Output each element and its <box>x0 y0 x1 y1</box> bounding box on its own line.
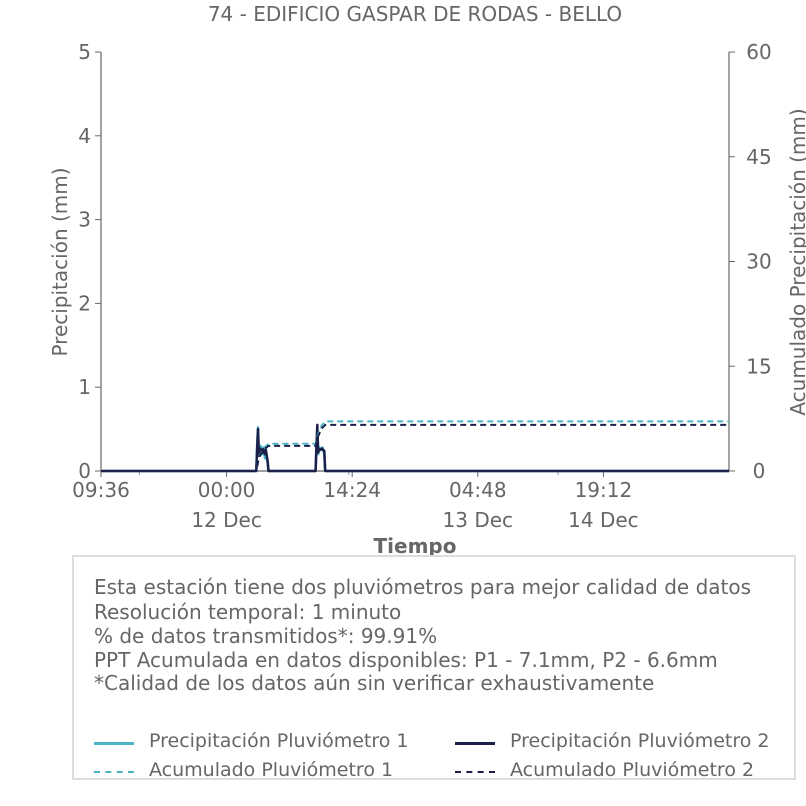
info-line-1: Esta estación tiene dos pluviómetros par… <box>94 575 752 599</box>
x-tick-label: 19:12 <box>575 478 633 502</box>
series-line-4 <box>101 423 729 472</box>
info-line-4: PPT Acumulada en datos disponibles: P1 -… <box>94 648 718 672</box>
y-axis-label: Precipitación (mm) <box>48 167 72 356</box>
series-line-1 <box>101 426 729 473</box>
x-tick-label: 00:00 <box>198 478 256 502</box>
y-right-tick-label: 15 <box>746 354 771 378</box>
y-right-tick-label: 30 <box>746 250 771 274</box>
legend-swatch-dashed-teal <box>94 771 134 773</box>
info-box: Esta estación tiene dos pluviómetros par… <box>72 555 796 781</box>
info-line-3: % de datos transmitidos*: 99.91% <box>94 624 438 648</box>
series-line-3 <box>101 420 729 472</box>
legend-label: Precipitación Pluviómetro 2 <box>510 730 770 752</box>
series-line-2 <box>101 423 729 473</box>
y-tick-label: 0 <box>78 459 91 483</box>
x-tick-label: 09:36 <box>72 478 130 502</box>
x-tick-label: 04:48 <box>449 478 507 502</box>
y-tick-label: 3 <box>78 208 91 232</box>
y-tick-label: 5 <box>78 40 91 64</box>
y-tick-label: 1 <box>78 375 91 399</box>
legend-label: Acumulado Pluviómetro 2 <box>510 759 755 781</box>
chart-title: 74 - EDIFICIO GASPAR DE RODAS - BELLO <box>208 2 622 26</box>
info-line-2: Resolución temporal: 1 minuto <box>94 600 402 624</box>
y-axis-right-label: Acumulado Precipitación (mm) <box>786 108 806 415</box>
legend-swatch-solid-navy <box>455 742 495 745</box>
legend-label: Acumulado Pluviómetro 1 <box>149 759 394 781</box>
x-tick-label: 14:24 <box>323 478 381 502</box>
legend-label: Precipitación Pluviómetro 1 <box>149 730 409 752</box>
y-right-tick-label: 60 <box>746 40 771 64</box>
x-axis-label: Tiempo <box>374 534 457 558</box>
legend-swatch-dashed-navy <box>455 771 495 773</box>
info-line-5: *Calidad de los datos aún sin verificar … <box>94 671 655 695</box>
x-date-label: 12 Dec <box>191 508 262 532</box>
y-right-tick-label: 45 <box>746 145 771 169</box>
x-date-label: 14 Dec <box>568 508 639 532</box>
x-date-label: 13 Dec <box>443 508 514 532</box>
y-right-tick-label: 0 <box>753 459 766 483</box>
y-tick-label: 4 <box>78 124 91 148</box>
y-tick-label: 2 <box>78 291 91 315</box>
legend-swatch-solid-teal <box>94 742 134 745</box>
